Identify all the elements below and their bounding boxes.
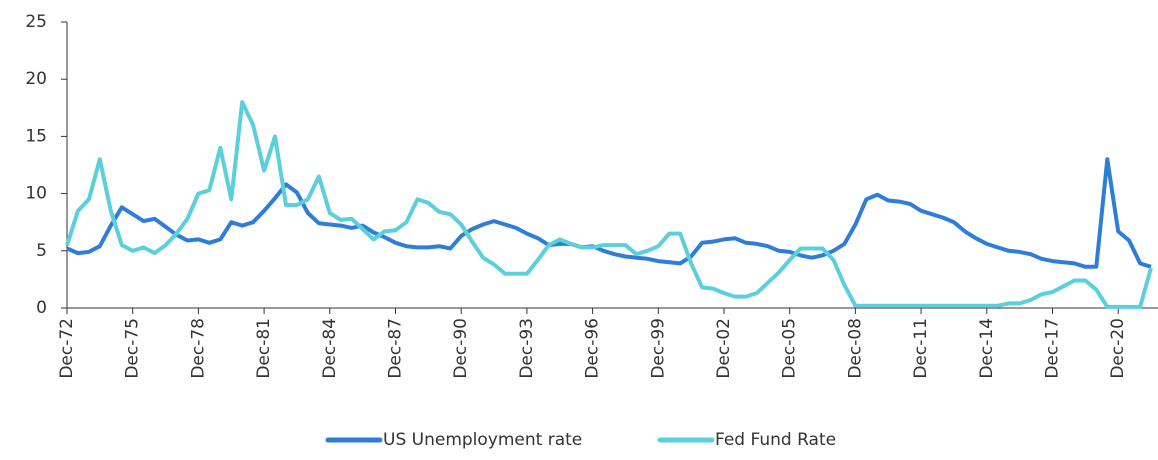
- x-tick-label: Dec-93: [517, 318, 537, 379]
- y-tick-label: 0: [36, 298, 47, 318]
- series-line: [65, 100, 1153, 309]
- series-line: [66, 157, 1152, 269]
- x-tick-label: Dec-11: [911, 318, 931, 379]
- x-tick-label: Dec-14: [977, 318, 997, 379]
- x-tick-label: Dec-96: [583, 318, 603, 379]
- y-tick-label: 25: [25, 12, 47, 32]
- legend-label: US Unemployment rate: [383, 430, 582, 450]
- x-tick-label: Dec-87: [386, 318, 406, 379]
- x-tick-label: Dec-72: [57, 318, 77, 379]
- x-tick-label: Dec-02: [714, 318, 734, 379]
- x-tick-label: Dec-20: [1108, 318, 1128, 379]
- x-tick-label: Dec-90: [451, 318, 471, 379]
- x-tick-label: Dec-99: [648, 318, 668, 379]
- y-tick-label: 20: [25, 69, 47, 89]
- x-tick-label: Dec-05: [780, 318, 800, 379]
- x-tick-label: Dec-81: [254, 318, 274, 379]
- x-tick-label: Dec-08: [845, 318, 865, 379]
- legend-label: Fed Fund Rate: [715, 430, 836, 450]
- x-tick-label: Dec-17: [1043, 318, 1063, 379]
- x-tick-label: Dec-75: [123, 318, 143, 379]
- x-tick-label: Dec-84: [320, 318, 340, 379]
- y-tick-label: 15: [25, 126, 47, 146]
- x-tick-label: Dec-78: [188, 318, 208, 379]
- y-tick-label: 5: [36, 241, 47, 261]
- y-tick-label: 10: [25, 184, 47, 204]
